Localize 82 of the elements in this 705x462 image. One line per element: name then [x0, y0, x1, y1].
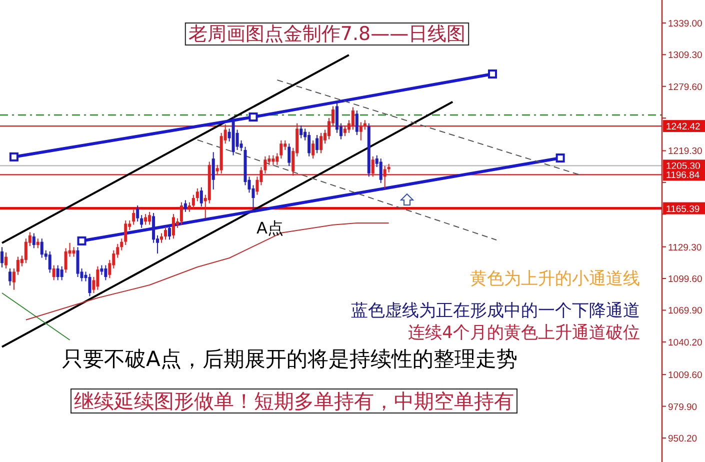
candlestick — [60, 266, 64, 281]
candlestick — [96, 266, 100, 290]
candlestick — [16, 256, 20, 276]
annotation: 老周画图点金制作7.8——日线图 — [188, 23, 466, 45]
y-tick-label: 1009.60 — [668, 370, 702, 382]
y-tick-label: 950.20 — [668, 433, 698, 444]
candlestick — [40, 238, 44, 258]
candlestick — [164, 226, 167, 240]
candlestick — [280, 140, 283, 160]
candlestick — [132, 209, 136, 226]
candlestick — [32, 232, 36, 249]
y-tick-label: 979.90 — [668, 402, 698, 413]
candlestick — [272, 154, 275, 166]
candlestick — [136, 204, 140, 222]
candlestick — [363, 120, 366, 130]
candlestick — [12, 268, 16, 290]
ref-line-label: 1196.84 — [666, 170, 700, 182]
candlestick — [276, 152, 279, 166]
y-tick-label: 1129.30 — [668, 242, 702, 254]
y-tick-label: 1040.20 — [668, 337, 702, 348]
point — [9, 152, 18, 162]
candlestick — [100, 264, 104, 276]
candlestick — [192, 194, 195, 210]
ref-line-label: 1242.42 — [666, 122, 700, 133]
y-tick-label: 1279.60 — [668, 82, 702, 93]
candlestick — [56, 264, 60, 281]
y-tick-label: 1309.30 — [668, 50, 702, 62]
annotation: 继续延续图形做单！短期多单持有，中期空单持有 — [74, 389, 514, 413]
y-tick-label: 1099.60 — [668, 274, 702, 285]
annotation: A点 — [256, 218, 284, 238]
candlestick — [343, 124, 346, 137]
candlestick — [160, 232, 164, 244]
annotation: 只要不破A点，后期展开的将是持续性的整理走势 — [62, 347, 518, 371]
candlestick — [36, 238, 40, 249]
candlestick — [288, 143, 291, 166]
point — [488, 69, 498, 78]
point — [77, 236, 86, 246]
candlestick — [104, 264, 108, 281]
candlestick — [48, 250, 52, 274]
candlestick — [64, 248, 68, 274]
candlestick — [184, 200, 187, 212]
candlestick — [212, 152, 215, 190]
point — [556, 153, 565, 162]
candlestick — [196, 188, 199, 202]
candlestick — [188, 202, 191, 212]
annotation: 黄色为上升的小通道线 — [470, 269, 640, 289]
candlestick — [0, 246, 4, 268]
point — [248, 112, 258, 122]
candlestick — [8, 268, 12, 286]
candlestick — [371, 156, 374, 178]
annotation: 连续4个月的黄色上升通道破位 — [408, 323, 640, 343]
ref-line-label: 1165.39 — [666, 204, 700, 215]
candlestick — [312, 140, 315, 160]
candlestick — [172, 214, 175, 240]
candlestick — [180, 202, 183, 226]
candlestick — [200, 186, 203, 208]
candlestick — [300, 124, 303, 139]
candlestick — [355, 110, 358, 136]
candlestick — [120, 238, 124, 251]
candlestick — [52, 264, 56, 281]
candlestick — [148, 211, 152, 226]
candlestick — [4, 252, 8, 269]
candlestick — [316, 134, 319, 154]
candlestick — [124, 220, 128, 246]
candlestick — [383, 165, 386, 189]
candlestick — [359, 122, 362, 141]
candlestick — [72, 246, 76, 258]
candlestick — [264, 156, 267, 174]
y-tick-label: 1069.90 — [668, 306, 702, 317]
annotation: 蓝色虚线为正在形成中的一个下降通道 — [351, 301, 640, 321]
candlestick — [308, 131, 311, 157]
ref-line-label: 1205.30 — [666, 161, 700, 172]
candlestick — [335, 102, 338, 134]
candlestick — [24, 238, 28, 264]
candlestick — [144, 214, 148, 226]
y-tick-label: 1339.00 — [668, 18, 702, 30]
candlestick — [320, 132, 323, 154]
candlestick — [88, 273, 92, 297]
candlestick — [379, 158, 382, 184]
candlestick — [351, 106, 354, 130]
candlestick — [140, 214, 144, 228]
y-tick-label: 1219.30 — [668, 146, 702, 158]
